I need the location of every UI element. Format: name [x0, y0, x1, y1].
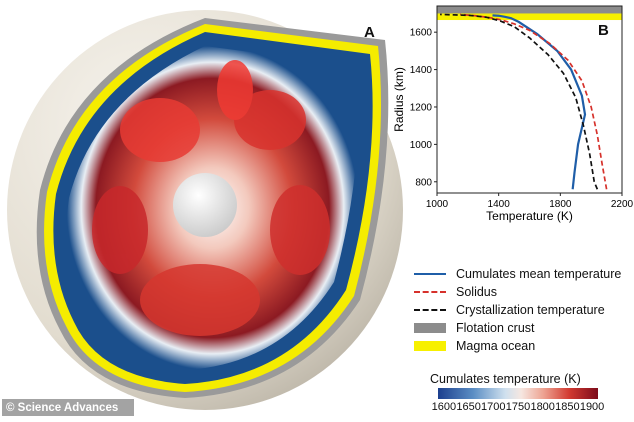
sphere-graphic	[7, 10, 403, 410]
y-tick-label: 800	[415, 177, 432, 188]
colorbar	[438, 388, 598, 399]
legend-swatch-solidus	[414, 291, 446, 293]
colorbar-tick-label: 1600	[431, 401, 457, 413]
legend-label-solidus: Solidus	[456, 285, 497, 299]
y-axis-label: Radius (km)	[392, 67, 406, 132]
y-tick-label: 1000	[410, 140, 433, 151]
chart-legend: Cumulates mean temperature Solidus Cryst…	[414, 265, 621, 355]
legend-swatch-cumulates	[414, 273, 446, 275]
solidus-line	[460, 13, 608, 190]
core	[173, 173, 237, 237]
panel-a-label: A	[364, 24, 375, 41]
y-tick-label: 1200	[410, 102, 433, 113]
legend-item-magma-ocean: Magma ocean	[414, 337, 621, 355]
crystallization-line	[440, 13, 599, 190]
magma-ocean-band	[437, 13, 622, 21]
sphere-cutaway-illustration: A	[7, 10, 403, 410]
legend-item-flotation-crust: Flotation crust	[414, 319, 621, 337]
panel-b-label: B	[598, 22, 609, 39]
legend-label-magma-ocean: Magma ocean	[456, 339, 536, 353]
credit-badge: © Science Advances	[2, 399, 134, 416]
legend-swatch-magma-ocean	[414, 341, 446, 351]
x-tick-label: 1000	[426, 199, 449, 210]
colorbar-tick-label: 1750	[505, 401, 531, 413]
y-tick-label: 1600	[410, 28, 433, 39]
flotation-crust-band	[437, 6, 622, 14]
cumulates-mean-line	[492, 14, 587, 190]
x-axis-label: Temperature (K)	[486, 209, 573, 223]
colorbar-tick-label: 1850	[555, 401, 580, 413]
colorbar-title: Cumulates temperature (K)	[430, 372, 581, 386]
x-tick-label: 1800	[549, 199, 572, 210]
colorbar-tick-label: 1900	[579, 401, 605, 413]
x-tick-label: 1400	[488, 199, 511, 210]
legend-swatch-crystallization	[414, 309, 446, 311]
colorbar-tick-label: 1650	[456, 401, 481, 413]
legend-label-crystallization: Crystallization temperature	[456, 303, 605, 317]
legend-label-flotation-crust: Flotation crust	[456, 321, 535, 335]
radius-temperature-chart: 1000 1400 1800 2200 800 1000 1200 1400 1600 Tempe…	[392, 5, 634, 223]
colorbar-tick-label: 1800	[530, 401, 555, 413]
legend-swatch-flotation-crust	[414, 323, 446, 333]
x-tick-label: 2200	[611, 199, 634, 210]
legend-item-cumulates: Cumulates mean temperature	[414, 265, 621, 283]
y-tick-label: 1400	[410, 65, 433, 76]
legend-item-solidus: Solidus	[414, 283, 621, 301]
plot-frame	[436, 5, 623, 194]
colorbar-ticks: 1600 1650 1700 1750 1800 1850 1900	[432, 401, 605, 415]
legend-item-crystallization: Crystallization temperature	[414, 301, 621, 319]
colorbar-tick-label: 1700	[481, 401, 506, 413]
convection-plumes	[92, 60, 330, 336]
legend-label-cumulates: Cumulates mean temperature	[456, 267, 622, 281]
